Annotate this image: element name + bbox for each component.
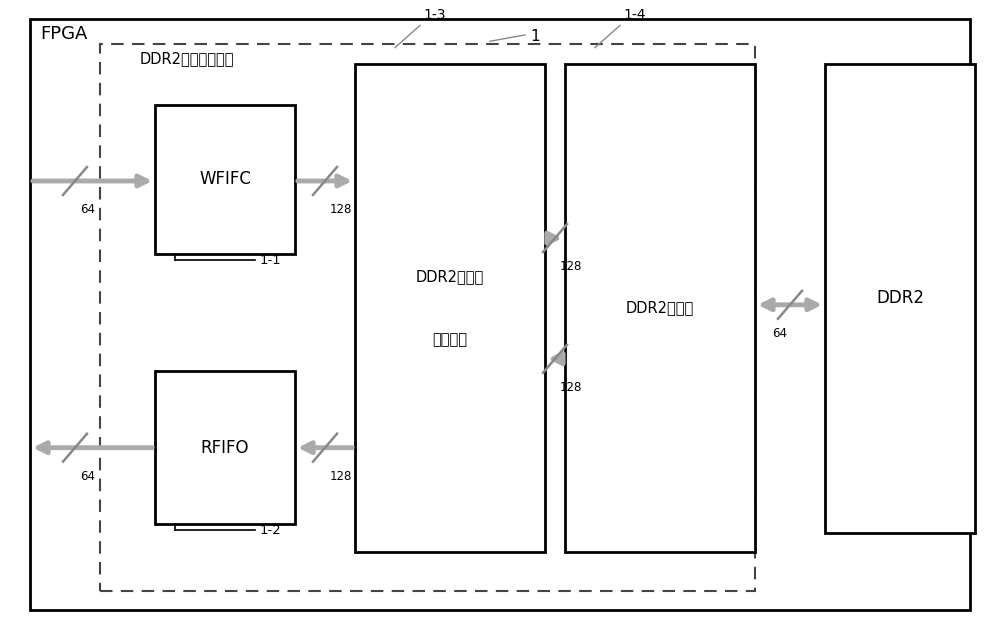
Text: 驱动模块: 驱动模块 bbox=[432, 332, 468, 347]
Text: 128: 128 bbox=[330, 203, 352, 216]
Text: DDR2: DDR2 bbox=[876, 290, 924, 307]
Text: 64: 64 bbox=[772, 327, 788, 340]
Text: 128: 128 bbox=[560, 260, 582, 273]
Text: 64: 64 bbox=[80, 203, 95, 216]
Text: 64: 64 bbox=[80, 470, 95, 483]
Bar bbox=[155, 105, 295, 254]
Bar bbox=[155, 371, 295, 524]
Text: DDR2控制器: DDR2控制器 bbox=[626, 300, 694, 316]
Text: 1-3: 1-3 bbox=[423, 8, 446, 22]
Bar bbox=[565, 64, 755, 552]
Bar bbox=[100, 44, 755, 591]
Text: DDR2控制逻辑模块: DDR2控制逻辑模块 bbox=[140, 51, 234, 66]
Text: 128: 128 bbox=[330, 470, 352, 483]
Text: 128: 128 bbox=[560, 381, 582, 394]
Text: 1-1: 1-1 bbox=[260, 254, 282, 267]
Text: DDR2控制器: DDR2控制器 bbox=[416, 269, 484, 284]
Text: RFIFO: RFIFO bbox=[201, 439, 249, 457]
Text: FPGA: FPGA bbox=[40, 25, 87, 43]
Text: WFIFC: WFIFC bbox=[199, 170, 251, 189]
Bar bbox=[355, 64, 545, 552]
Text: 1-4: 1-4 bbox=[623, 8, 646, 22]
Text: 1: 1 bbox=[530, 29, 540, 44]
Bar bbox=[825, 64, 975, 533]
Text: 1-2: 1-2 bbox=[260, 524, 282, 537]
